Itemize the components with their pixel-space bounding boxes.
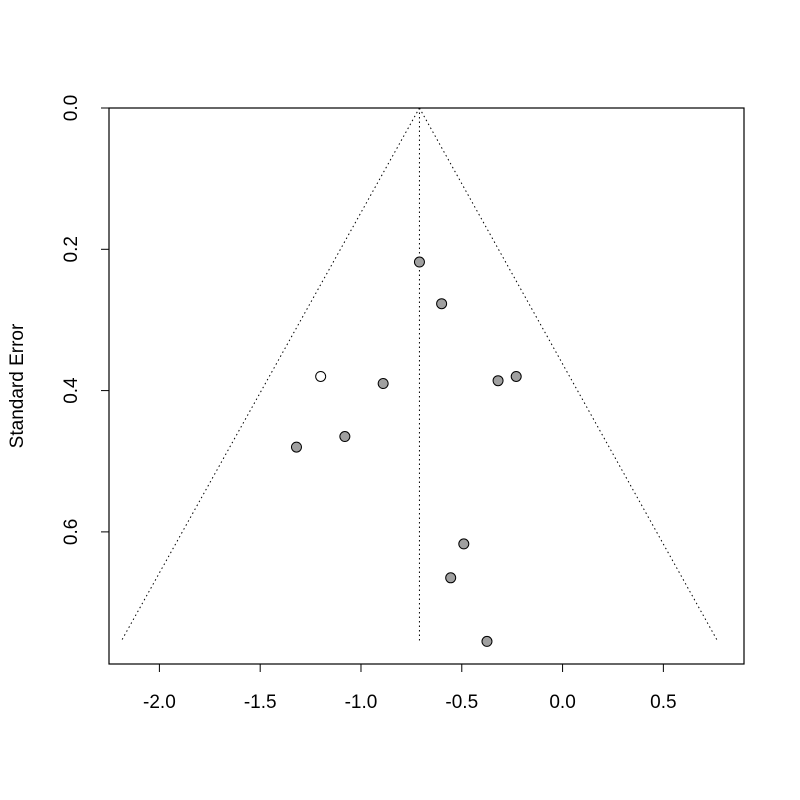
x-tick-label: 0.5 <box>650 692 676 713</box>
y-tick-label: 0.0 <box>61 95 82 121</box>
y-tick-label: 0.2 <box>61 236 82 262</box>
data-point <box>436 298 448 310</box>
x-tick-label: -0.5 <box>445 692 478 713</box>
x-tick-label: -2.0 <box>143 692 176 713</box>
data-point <box>339 431 351 443</box>
data-point <box>492 375 504 387</box>
y-axis-title: Standard Error <box>7 323 28 448</box>
data-point <box>510 370 522 382</box>
data-point <box>290 441 302 453</box>
plot-frame <box>108 107 745 665</box>
data-point <box>481 635 493 647</box>
y-axis: 0.0 0.2 0.4 0.6 <box>61 95 110 545</box>
x-axis: -2.0 -1.5 -1.0 -0.5 0.0 0.5 <box>143 663 677 713</box>
data-point <box>458 538 470 550</box>
y-tick-label: 0.4 <box>61 377 82 404</box>
funnel-left-line <box>120 107 420 642</box>
data-point <box>377 378 389 390</box>
x-tick-label: -1.5 <box>244 692 277 713</box>
funnel-lines <box>120 107 719 642</box>
data-point <box>445 572 457 584</box>
data-points <box>290 256 522 647</box>
data-point <box>413 256 425 268</box>
y-tick-label: 0.6 <box>61 519 82 545</box>
data-point <box>315 370 327 382</box>
funnel-right-line <box>419 107 719 642</box>
x-tick-label: 0.0 <box>549 692 575 713</box>
x-tick-label: -1.0 <box>345 692 378 713</box>
